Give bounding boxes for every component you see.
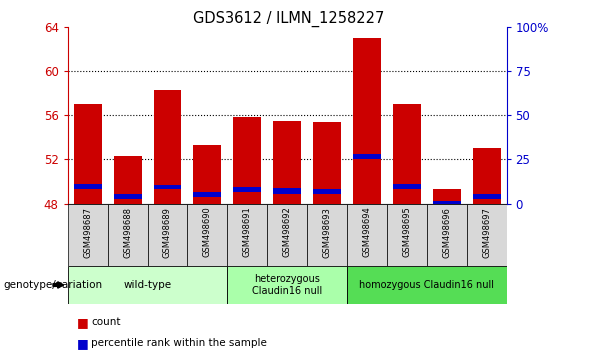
FancyBboxPatch shape xyxy=(68,266,227,304)
Text: ■: ■ xyxy=(77,316,88,329)
Bar xyxy=(193,145,221,204)
Bar xyxy=(233,117,261,204)
FancyBboxPatch shape xyxy=(466,204,507,266)
FancyBboxPatch shape xyxy=(347,204,387,266)
FancyBboxPatch shape xyxy=(227,266,347,304)
Bar xyxy=(74,184,102,189)
FancyBboxPatch shape xyxy=(347,266,507,304)
Text: ■: ■ xyxy=(77,337,88,350)
Bar xyxy=(353,154,381,159)
FancyBboxPatch shape xyxy=(147,204,187,266)
Text: GSM498697: GSM498697 xyxy=(482,207,491,257)
Bar xyxy=(154,90,181,204)
Bar xyxy=(193,193,221,197)
Bar xyxy=(393,184,421,189)
Bar xyxy=(114,156,141,204)
Text: heterozygous
Claudin16 null: heterozygous Claudin16 null xyxy=(252,274,322,296)
Bar xyxy=(472,194,501,199)
Text: GSM498688: GSM498688 xyxy=(123,207,132,258)
Bar xyxy=(233,187,261,193)
Bar xyxy=(154,185,181,189)
Text: GSM498690: GSM498690 xyxy=(203,207,212,257)
Text: GSM498691: GSM498691 xyxy=(243,207,252,257)
Bar xyxy=(313,189,341,194)
FancyBboxPatch shape xyxy=(108,204,147,266)
Text: GSM498695: GSM498695 xyxy=(402,207,411,257)
FancyBboxPatch shape xyxy=(227,204,267,266)
Bar xyxy=(74,104,102,204)
Bar xyxy=(313,122,341,204)
Bar xyxy=(273,121,301,204)
Bar xyxy=(472,148,501,204)
Text: homozygous Claudin16 null: homozygous Claudin16 null xyxy=(359,280,494,290)
Text: percentile rank within the sample: percentile rank within the sample xyxy=(91,338,267,348)
FancyBboxPatch shape xyxy=(68,204,108,266)
FancyBboxPatch shape xyxy=(387,204,427,266)
Bar xyxy=(433,189,461,204)
FancyBboxPatch shape xyxy=(307,204,347,266)
Text: count: count xyxy=(91,317,121,327)
FancyBboxPatch shape xyxy=(267,204,307,266)
Text: GSM498687: GSM498687 xyxy=(83,207,92,258)
Text: GDS3612 / ILMN_1258227: GDS3612 / ILMN_1258227 xyxy=(193,11,384,27)
Text: genotype/variation: genotype/variation xyxy=(3,280,102,290)
FancyBboxPatch shape xyxy=(187,204,227,266)
Text: GSM498694: GSM498694 xyxy=(362,207,372,257)
Bar xyxy=(273,188,301,194)
Bar xyxy=(393,104,421,204)
Text: GSM498689: GSM498689 xyxy=(163,207,172,257)
FancyBboxPatch shape xyxy=(427,204,466,266)
Bar xyxy=(114,194,141,199)
Bar xyxy=(353,38,381,204)
Bar xyxy=(433,201,461,205)
Text: GSM498696: GSM498696 xyxy=(442,207,451,257)
Text: GSM498693: GSM498693 xyxy=(323,207,332,257)
Text: GSM498692: GSM498692 xyxy=(283,207,292,257)
Text: wild-type: wild-type xyxy=(124,280,171,290)
